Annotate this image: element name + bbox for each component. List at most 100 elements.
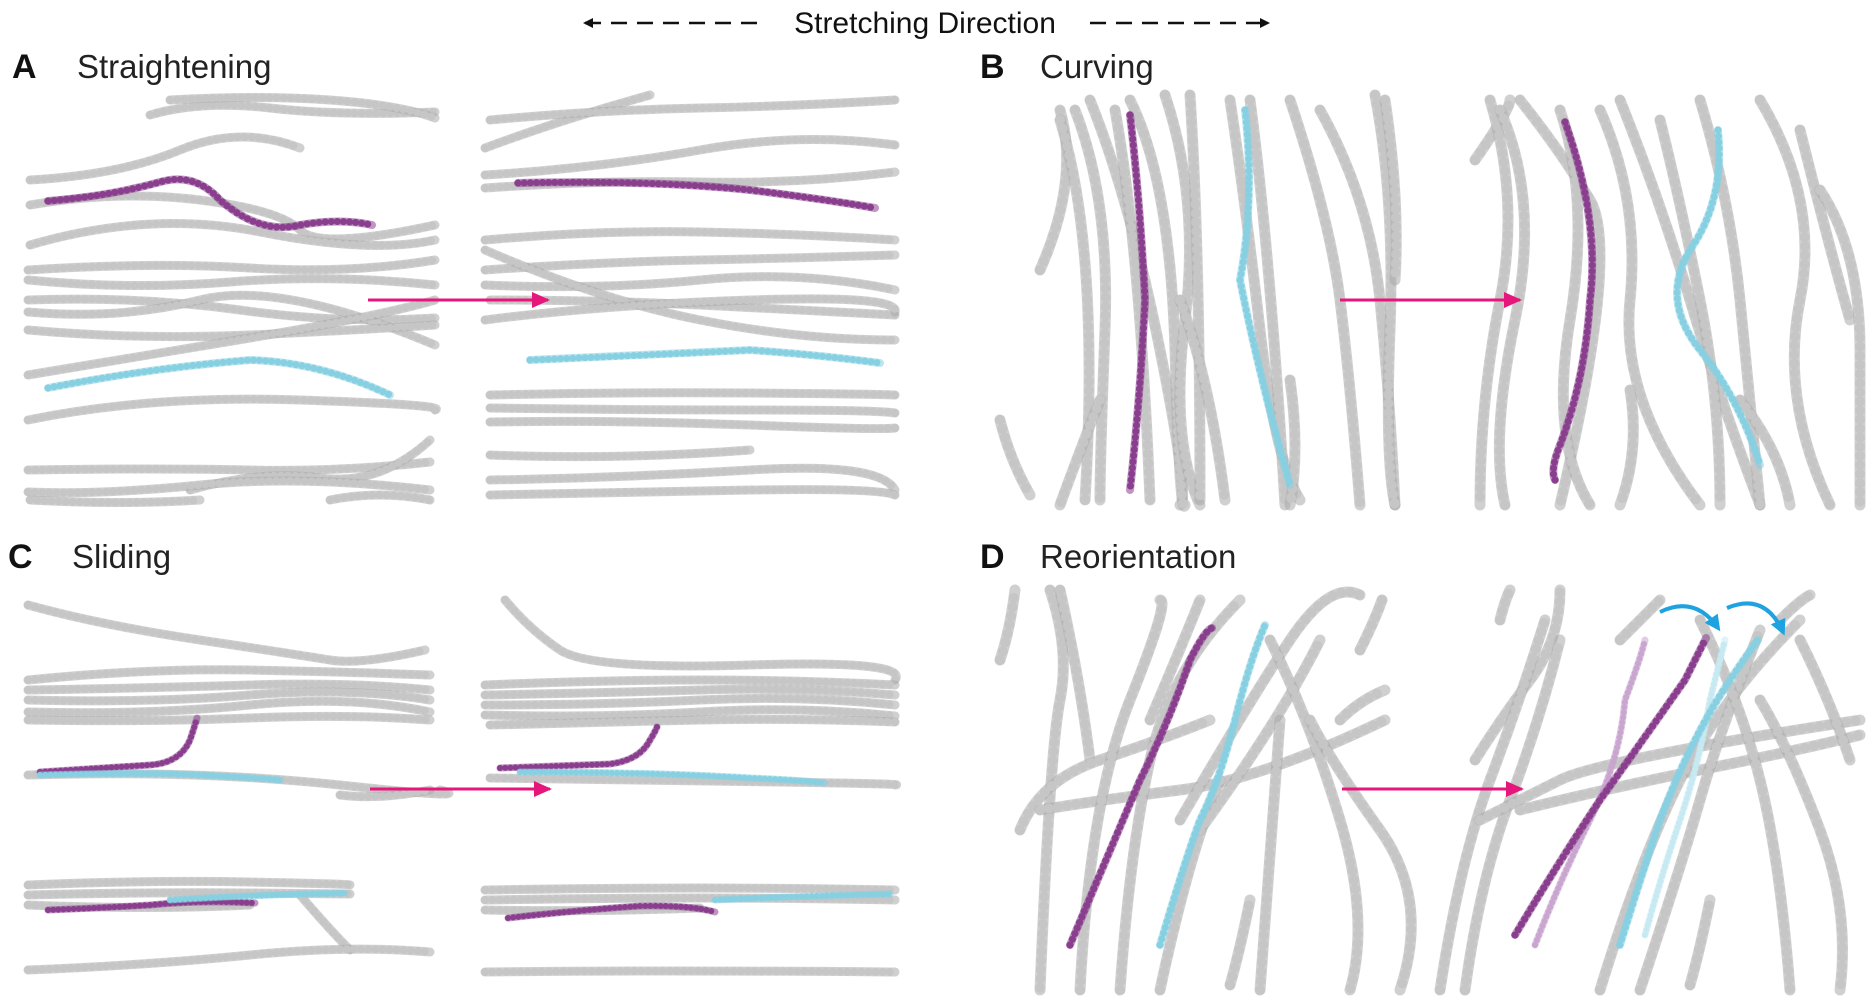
- collagen-fiber-beads: [1755, 695, 1848, 995]
- highlighted-fiber-beads: [1642, 637, 1728, 938]
- collagen-fiber-beads: [481, 967, 899, 976]
- collagen-fiber-beads: [1615, 95, 1765, 510]
- collagen-fiber-beads: [1685, 895, 1715, 990]
- collagen-fiber-beads: [1195, 635, 1325, 835]
- collagen-fiber-beads: [24, 877, 354, 889]
- highlighted-fiber: [496, 723, 661, 772]
- collagen-fiber-beads: [1435, 615, 1550, 995]
- collagen-fiber-beads: [481, 251, 899, 274]
- panel-title: Straightening: [77, 48, 271, 85]
- panel-letter: A: [12, 48, 37, 86]
- panel-title: Reorientation: [1040, 538, 1236, 575]
- panel-a-fibers: [23, 90, 900, 507]
- collagen-fiber-beads: [1380, 95, 1402, 285]
- panel-letter: B: [980, 48, 1005, 86]
- collagen-fiber-beads: [1615, 595, 1665, 645]
- collagen-fiber-beads: [26, 219, 439, 250]
- collagen-fiber-beads: [24, 697, 434, 717]
- panel-c-fibers: [23, 595, 901, 977]
- rotation-arrow-left-icon: [1659, 604, 1721, 632]
- collagen-fiber-beads: [486, 417, 899, 433]
- collagen-fiber-beads: [1755, 95, 1835, 510]
- collagen-fiber-beads: [486, 485, 899, 499]
- collagen-fiber-beads: [24, 687, 434, 705]
- collagen-fiber-beads: [1515, 95, 1605, 510]
- highlighted-fiber-beads: [526, 346, 884, 367]
- collagen-fiber-beads: [24, 601, 429, 666]
- highlighted-fiber-beads: [1673, 126, 1764, 469]
- collagen-fiber-beads: [1175, 295, 1230, 505]
- collagen-fiber-beads: [481, 675, 899, 689]
- highlighted-fiber-beads: [167, 890, 348, 903]
- panel-letter: C: [8, 538, 33, 576]
- collagen-fiber-beads: [481, 883, 899, 894]
- collagen-fiber-beads: [326, 491, 434, 504]
- highlighted-fiber-beads: [37, 715, 200, 775]
- collagen-fiber-beads: [481, 685, 899, 699]
- collagen-fiber-beads: [481, 272, 899, 294]
- collagen-fiber-beads: [1370, 90, 1400, 510]
- collagen-fiber-beads: [1495, 585, 1515, 625]
- collagen-fiber-beads: [1185, 90, 1205, 505]
- highlighted-fiber-beads: [1156, 621, 1269, 949]
- collagen-fiber-beads: [24, 274, 439, 290]
- collagen-fiber-beads: [481, 227, 899, 244]
- collagen-fiber-beads: [24, 665, 434, 684]
- collagen-fiber-beads: [995, 415, 1035, 500]
- collagen-fiber-beads: [486, 388, 899, 399]
- highlighted-fiber-beads: [1532, 637, 1648, 948]
- collagen-fiber-beads: [1795, 125, 1855, 325]
- collagen-fiber-beads: [1305, 715, 1417, 995]
- collagen-fiber-beads: [1055, 395, 1105, 510]
- collagen-fiber-beads: [1595, 105, 1705, 510]
- collagen-fiber-beads: [486, 464, 899, 494]
- stretching-direction-indicator: Stretching Direction: [583, 7, 1270, 40]
- collagen-fiber-beads: [1735, 395, 1795, 510]
- collagen-fiber-beads: [24, 945, 434, 974]
- collagen-fiber-beads: [1355, 595, 1387, 655]
- collagen-fiber-beads: [1015, 715, 1215, 835]
- panel-b-label: B Curving: [980, 48, 1154, 86]
- highlighted-fiber-beads: [1126, 111, 1149, 494]
- collagen-fiber-beads: [486, 774, 901, 789]
- stretching-direction-label: Stretching Direction: [794, 7, 1056, 40]
- collagen-fiber-beads: [1494, 105, 1530, 510]
- collagen-fiber-beads: [24, 477, 434, 497]
- collagen-fiber-beads: [1035, 585, 1069, 995]
- collagen-fiber-beads: [1265, 635, 1363, 995]
- highlighted-fiber-beads: [505, 902, 718, 921]
- collagen-fiber-beads: [1555, 105, 1595, 510]
- collagen-fiber-beads: [24, 256, 439, 274]
- collagen-fiber-beads: [1255, 715, 1285, 995]
- highlighted-fiber-beads: [44, 175, 376, 231]
- collagen-fiber-beads: [1055, 585, 1095, 765]
- collagen-fiber-beads: [486, 404, 899, 417]
- collagen-fiber: [1264, 634, 1364, 996]
- collagen-fiber-beads: [1515, 730, 1865, 815]
- collagen-fiber-beads: [24, 296, 439, 379]
- collagen-fiber-beads: [481, 135, 899, 179]
- panel-letter: D: [980, 538, 1005, 576]
- highlighted-fiber-beads: [1616, 636, 1762, 949]
- highlighted-fiber-beads: [514, 178, 879, 212]
- collagen-fiber-beads: [1070, 105, 1111, 505]
- collagen-fiber-beads: [24, 395, 441, 424]
- highlighted-fiber-beads: [1066, 624, 1216, 949]
- panel-title: Sliding: [72, 538, 171, 575]
- rotation-arrow-right-icon: [1726, 601, 1786, 636]
- highlighted-fiber-beads: [517, 769, 828, 786]
- collagen-fiber-beads: [486, 446, 754, 461]
- collagen-fiber-beads: [1145, 595, 1205, 725]
- highlighted-fiber-beads: [1549, 118, 1596, 484]
- collagen-fiber-beads: [481, 705, 899, 720]
- collagen-fiber-beads: [1110, 105, 1155, 505]
- collagen-fiber-beads: [24, 291, 439, 349]
- highlighted-fiber-beads: [1236, 106, 1294, 489]
- collagen-fiber: [23, 600, 430, 666]
- panel-title: Curving: [1040, 48, 1154, 85]
- collagen-fiber-beads: [1775, 590, 1815, 625]
- collagen-fiber-beads: [146, 101, 439, 119]
- highlighted-fiber-beads: [37, 770, 283, 783]
- panel-c-label: C Sliding: [8, 538, 171, 576]
- collagen-fiber-beads: [1695, 615, 1795, 995]
